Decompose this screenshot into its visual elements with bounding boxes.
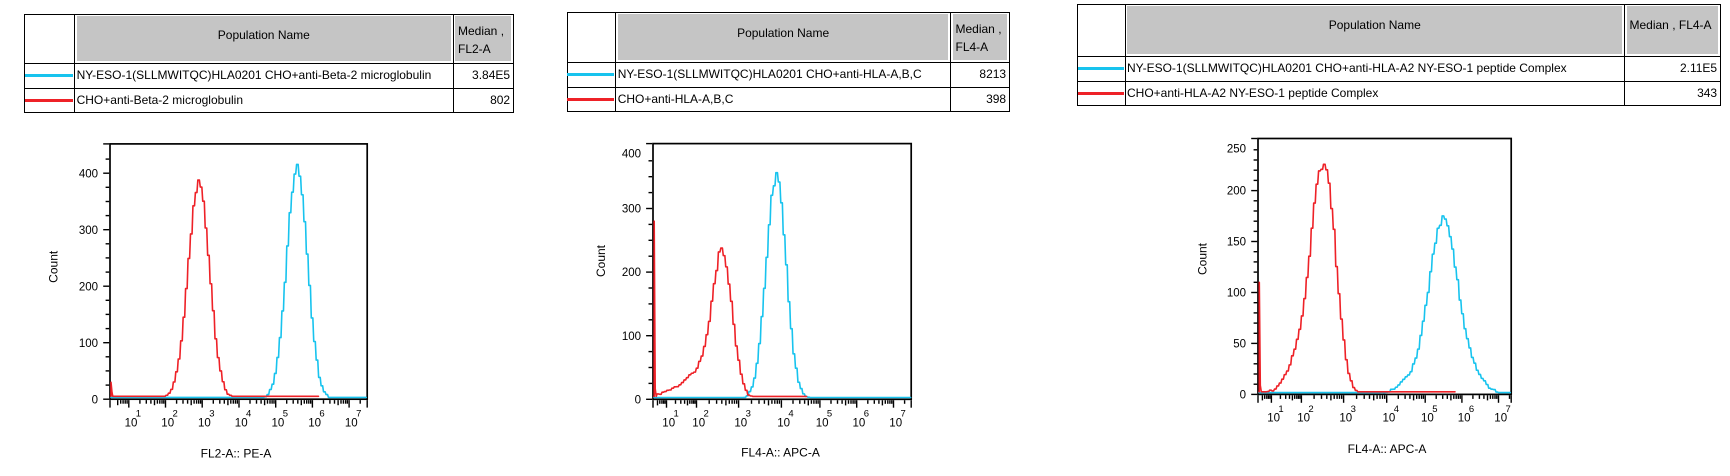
svg-text:10: 10 — [1297, 413, 1310, 425]
svg-text:2: 2 — [1308, 404, 1313, 415]
svg-text:3: 3 — [746, 409, 751, 420]
svg-text:250: 250 — [1227, 144, 1246, 156]
svg-text:4: 4 — [246, 409, 251, 420]
svg-text:3: 3 — [1351, 404, 1356, 415]
svg-text:1: 1 — [136, 409, 141, 420]
svg-text:10: 10 — [308, 417, 321, 429]
svg-text:10: 10 — [662, 417, 675, 429]
svg-text:5: 5 — [283, 409, 288, 420]
svg-text:4: 4 — [788, 409, 793, 420]
svg-text:10: 10 — [889, 417, 902, 429]
svg-text:10: 10 — [1339, 413, 1352, 425]
svg-text:3: 3 — [209, 409, 214, 420]
svg-text:0: 0 — [1240, 389, 1246, 401]
svg-text:6: 6 — [1469, 404, 1474, 415]
svg-text:10: 10 — [1421, 413, 1434, 425]
svg-text:10: 10 — [1458, 413, 1471, 425]
svg-text:4: 4 — [1394, 404, 1399, 415]
svg-text:10: 10 — [1383, 413, 1396, 425]
svg-text:10: 10 — [853, 417, 866, 429]
svg-text:0: 0 — [635, 394, 641, 406]
svg-text:2: 2 — [173, 409, 178, 420]
svg-text:150: 150 — [1227, 237, 1246, 249]
svg-text:300: 300 — [622, 204, 641, 216]
svg-text:7: 7 — [901, 409, 906, 420]
svg-text:50: 50 — [1233, 338, 1246, 350]
svg-text:5: 5 — [1432, 404, 1437, 415]
svg-text:Count: Count — [594, 244, 608, 277]
svg-text:10: 10 — [272, 417, 285, 429]
svg-text:400: 400 — [622, 149, 641, 161]
svg-text:10: 10 — [1267, 413, 1280, 425]
svg-text:10: 10 — [734, 417, 747, 429]
svg-text:0: 0 — [92, 394, 98, 406]
svg-text:10: 10 — [692, 417, 705, 429]
svg-text:10: 10 — [235, 417, 248, 429]
svg-text:10: 10 — [1494, 413, 1507, 425]
svg-text:200: 200 — [79, 281, 98, 293]
svg-text:10: 10 — [345, 417, 358, 429]
svg-text:10: 10 — [198, 417, 211, 429]
svg-text:FL2-A:: PE-A: FL2-A:: PE-A — [201, 447, 272, 461]
svg-text:1: 1 — [674, 409, 679, 420]
svg-text:6: 6 — [864, 409, 869, 420]
svg-text:10: 10 — [816, 417, 829, 429]
svg-text:200: 200 — [1227, 186, 1246, 198]
svg-text:Count: Count — [47, 250, 61, 283]
svg-text:Count: Count — [1196, 242, 1210, 275]
svg-text:FL4-A:: APC-A: FL4-A:: APC-A — [741, 445, 820, 459]
svg-text:1: 1 — [1278, 404, 1283, 415]
svg-text:10: 10 — [777, 417, 790, 429]
svg-text:100: 100 — [622, 331, 641, 343]
svg-text:100: 100 — [79, 338, 98, 350]
svg-text:7: 7 — [356, 409, 361, 420]
svg-text:10: 10 — [125, 417, 138, 429]
svg-text:300: 300 — [79, 225, 98, 237]
svg-text:7: 7 — [1506, 404, 1511, 415]
svg-text:200: 200 — [622, 267, 641, 279]
svg-text:10: 10 — [161, 417, 174, 429]
svg-text:100: 100 — [1227, 287, 1246, 299]
svg-text:5: 5 — [827, 409, 832, 420]
svg-text:2: 2 — [704, 409, 709, 420]
svg-text:FL4-A:: APC-A: FL4-A:: APC-A — [1348, 442, 1427, 456]
svg-text:400: 400 — [79, 169, 98, 181]
svg-text:6: 6 — [319, 409, 324, 420]
